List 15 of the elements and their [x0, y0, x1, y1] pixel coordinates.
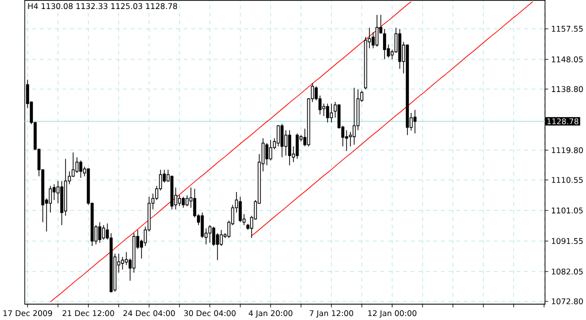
candlestick [345, 130, 348, 152]
candlestick [178, 194, 182, 206]
candlestick [186, 194, 189, 206]
candlestick [413, 109, 416, 134]
candlestick [383, 28, 386, 60]
candlestick [48, 185, 52, 213]
candlestick [208, 224, 212, 244]
candlestick [326, 103, 330, 123]
candlestick [132, 232, 136, 273]
candlestick [364, 36, 368, 90]
candlestick [64, 158, 68, 216]
candlestick [170, 176, 174, 210]
candlestick [280, 123, 284, 158]
candlestick [330, 103, 333, 123]
candlestick [121, 256, 124, 270]
